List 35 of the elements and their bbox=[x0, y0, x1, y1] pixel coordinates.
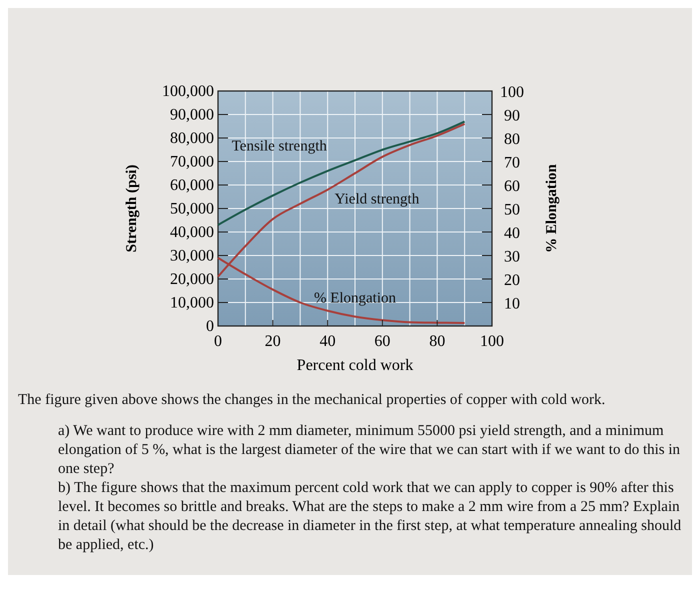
y-tick-label: 100,000 bbox=[162, 83, 214, 100]
y2-tick-label: 60 bbox=[504, 178, 520, 195]
y2-axis-title: % Elongation bbox=[544, 163, 560, 253]
y2-tick-label: 30 bbox=[504, 248, 520, 266]
y-tick-label: 90,000 bbox=[170, 106, 214, 124]
y-axis-title: Strength (psi) bbox=[124, 164, 140, 252]
text: b) The figure shows that the maximum percent cold work that we can apply to copper is 90% after this level. It becomes so brittle and breaks. What are the steps to make a 2 mm wire from a 25 mm? Explain in detail (what should be the decrease in diameter in the first step, at what temperature annealing should be applied, etc.) bbox=[58, 479, 682, 555]
y-tick-label: 50,000 bbox=[170, 200, 214, 218]
series-label: Yield strength bbox=[334, 191, 420, 208]
y-tick-label: 60,000 bbox=[170, 177, 214, 194]
x-axis-title: Percent cold work bbox=[296, 357, 414, 374]
line-series bbox=[217, 120, 466, 226]
y-tick-label: 10,000 bbox=[170, 294, 214, 312]
y2-tick-label: 50 bbox=[504, 202, 520, 218]
series-label: Tensile strength bbox=[232, 138, 328, 155]
text: a) We want to produce wire with 2 mm diameter, minimum 55000 psi yield strength, and a minimum elongation of 5 %, what is the largest diameter of the wire that we can start with if we want to do this in one step? bbox=[58, 422, 682, 479]
y2-tick-label: 100 bbox=[500, 84, 524, 101]
y-tick-label: 20,000 bbox=[170, 271, 214, 288]
y2-tick-label: 40 bbox=[504, 225, 520, 242]
x-tick-label: 100 bbox=[480, 333, 504, 350]
y-tick-label: 30,000 bbox=[170, 248, 214, 264]
y-tick-label: 40,000 bbox=[170, 224, 214, 241]
y-tick-label: 70,000 bbox=[170, 154, 214, 170]
x-tick-label: 20 bbox=[264, 333, 281, 350]
y-tick-label: 0 bbox=[206, 318, 214, 335]
x-tick-label: 80 bbox=[429, 333, 446, 350]
y2-tick-label: 90 bbox=[504, 108, 520, 124]
y2-tick-label: 10 bbox=[504, 296, 520, 312]
y2-tick-label: 80 bbox=[504, 131, 520, 148]
x-tick-label: 40 bbox=[320, 333, 336, 350]
y2-tick-label: 70 bbox=[504, 154, 520, 172]
x-tick-label: 60 bbox=[374, 333, 390, 350]
text: The figure given above shows the changes in the mechanical properties of copper with cold work. bbox=[18, 391, 606, 410]
y-tick-label: 80,000 bbox=[170, 130, 214, 147]
y2-tick-label: 20 bbox=[504, 272, 520, 289]
